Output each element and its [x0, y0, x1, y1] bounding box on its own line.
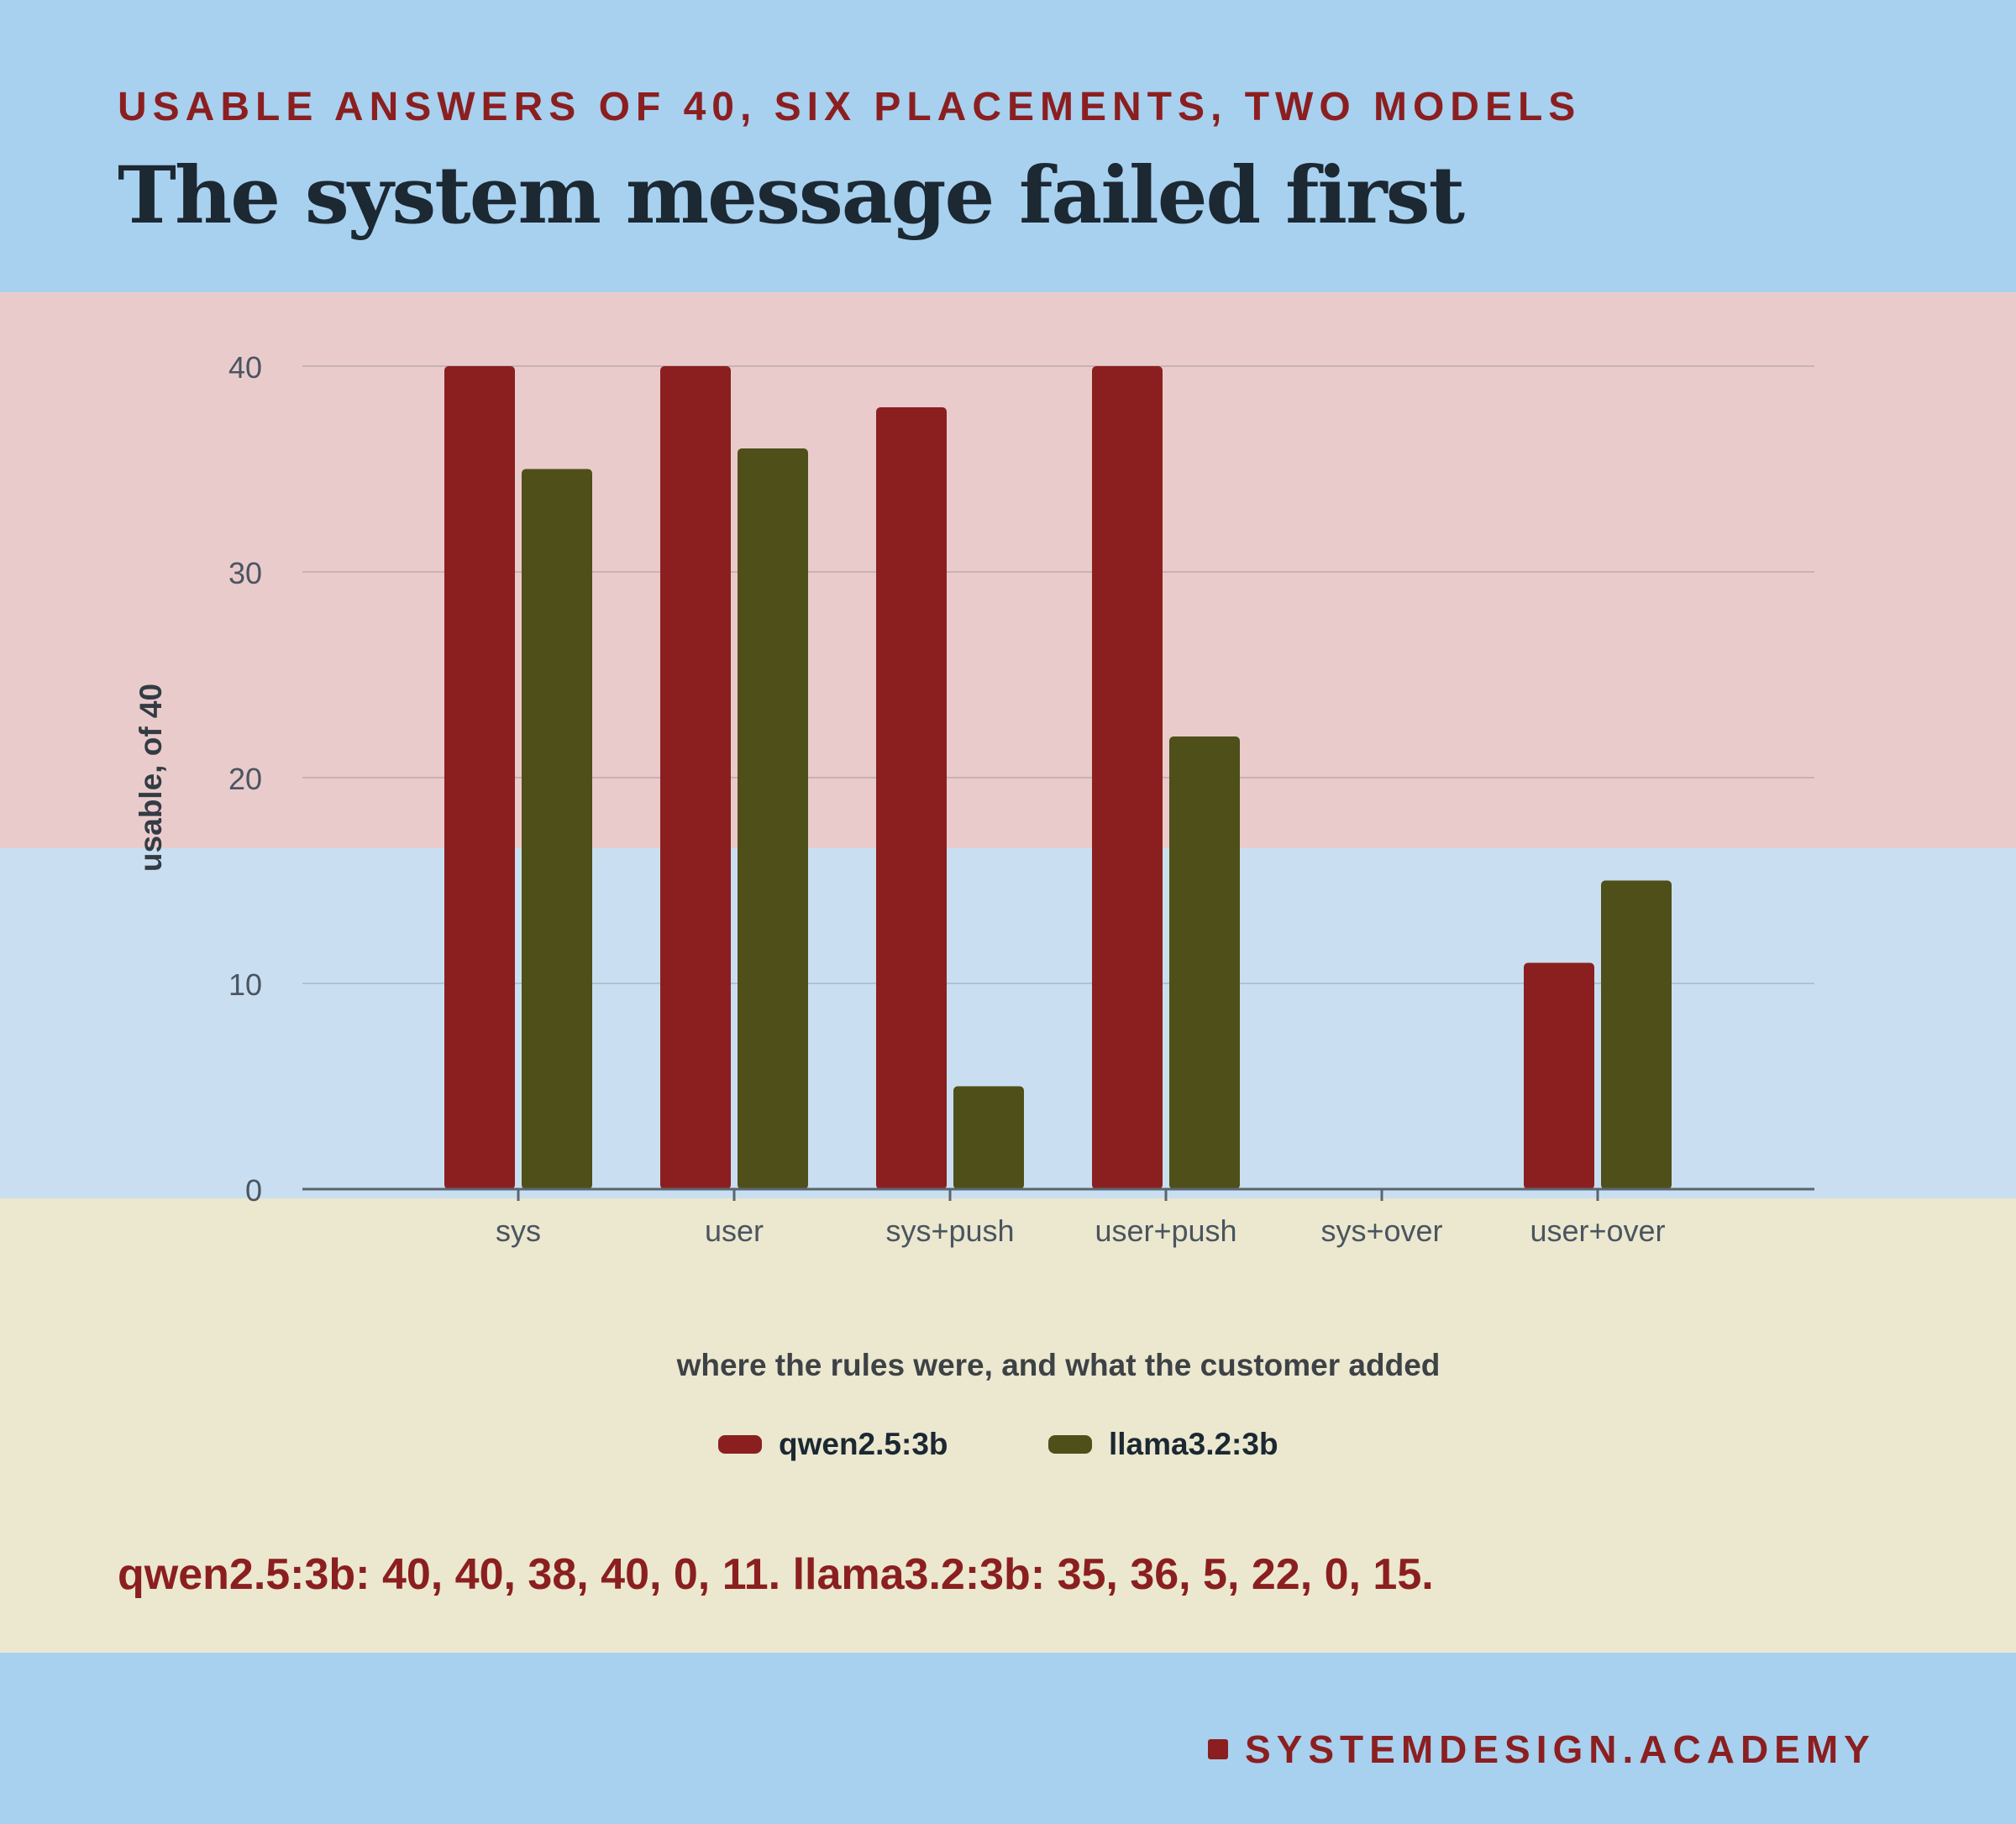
x-tick-label: user+push — [1095, 1213, 1236, 1248]
x-tick-label: user — [705, 1213, 764, 1248]
y-tick-label: 20 — [228, 762, 262, 796]
x-tick-label: sys+push — [885, 1213, 1014, 1248]
legend-swatch — [718, 1435, 762, 1454]
legend-swatch — [1048, 1435, 1092, 1454]
bar-llama3-2-3b-sys-push — [953, 1086, 1024, 1189]
bar-qwen2-5-3b-user-push — [1092, 366, 1163, 1189]
x-tick-label: user+over — [1530, 1213, 1665, 1248]
y-tick-label: 10 — [228, 967, 262, 1002]
x-tick-label: sys+over — [1320, 1213, 1442, 1248]
bar-qwen2-5-3b-sys — [444, 366, 515, 1189]
upper-band — [0, 292, 2016, 848]
brand-footer[interactable]: SYSTEMDESIGN.ACADEMY — [1208, 1727, 1876, 1772]
y-tick-label: 40 — [228, 350, 262, 385]
legend-label: llama3.2:3b — [1109, 1427, 1278, 1461]
x-tick-label: sys — [496, 1213, 541, 1248]
y-tick-label: 0 — [245, 1173, 262, 1208]
bar-llama3-2-3b-user-over — [1601, 880, 1672, 1189]
legend-label: qwen2.5:3b — [779, 1427, 948, 1461]
chart-kicker: USABLE ANSWERS OF 40, SIX PLACEMENTS, TW… — [118, 85, 1582, 129]
chart-title: The system message failed first — [118, 149, 1465, 242]
data-summary: qwen2.5:3b: 40, 40, 38, 40, 0, 11. llama… — [118, 1550, 1434, 1599]
brand-label: SYSTEMDESIGN.ACADEMY — [1245, 1727, 1876, 1771]
y-axis-label: usable, of 40 — [134, 684, 168, 872]
x-axis-label: where the rules were, and what the custo… — [676, 1348, 1441, 1382]
bar-llama3-2-3b-user-push — [1169, 736, 1240, 1189]
bar-qwen2-5-3b-sys-push — [876, 407, 947, 1189]
bar-llama3-2-3b-user — [738, 448, 808, 1189]
brand-square-icon — [1208, 1739, 1228, 1759]
bar-qwen2-5-3b-user-over — [1524, 962, 1594, 1189]
bar-llama3-2-3b-sys — [522, 469, 592, 1189]
y-tick-label: 30 — [228, 556, 262, 590]
bar-qwen2-5-3b-user — [660, 366, 731, 1189]
axis-panel — [0, 1198, 2016, 1653]
